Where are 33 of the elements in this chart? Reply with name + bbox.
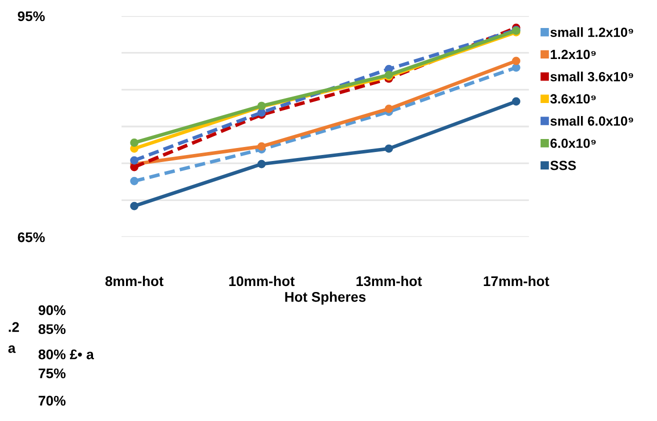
text: a: [8, 345, 16, 353]
y-tick-label: 65%: [18, 232, 45, 242]
text: 85%: [38, 324, 66, 334]
point: [130, 176, 138, 186]
legend-label: 6.0x10⁹: [550, 138, 596, 148]
point: [512, 97, 520, 106]
legend-label: 3.6x10⁹: [550, 94, 596, 104]
x-tick-label: 8mm-hot: [105, 276, 164, 286]
legend-label: SSS: [550, 160, 576, 170]
point: [130, 156, 138, 165]
x-tick-label: 10mm-hot: [229, 276, 295, 286]
x-axis-title: Hot Spheres: [285, 292, 366, 305]
point: [512, 63, 520, 72]
text: 90%: [38, 305, 66, 316]
x-tick-label: 13mm-hot: [356, 276, 422, 286]
legend-label: small 3.6x10⁹: [550, 72, 634, 82]
point: [130, 202, 138, 210]
x-tick-label: 17mm-hot: [484, 276, 550, 286]
legend-label: small 6.0x10⁹: [550, 116, 634, 126]
point: [257, 142, 266, 151]
point: [257, 160, 266, 168]
text: 80% £• a: [38, 349, 94, 360]
text: .2: [8, 322, 19, 332]
point: [512, 56, 520, 66]
point: [130, 162, 138, 172]
point: [130, 138, 138, 147]
text: 70%: [38, 396, 66, 406]
y-tick-label: 95%: [18, 11, 45, 22]
legend-label: 1.2x10⁹: [550, 50, 596, 60]
point: [384, 144, 394, 153]
legend-label: small 1.2x10⁹: [550, 27, 634, 37]
point: [384, 104, 394, 113]
text: 75%: [38, 368, 66, 378]
